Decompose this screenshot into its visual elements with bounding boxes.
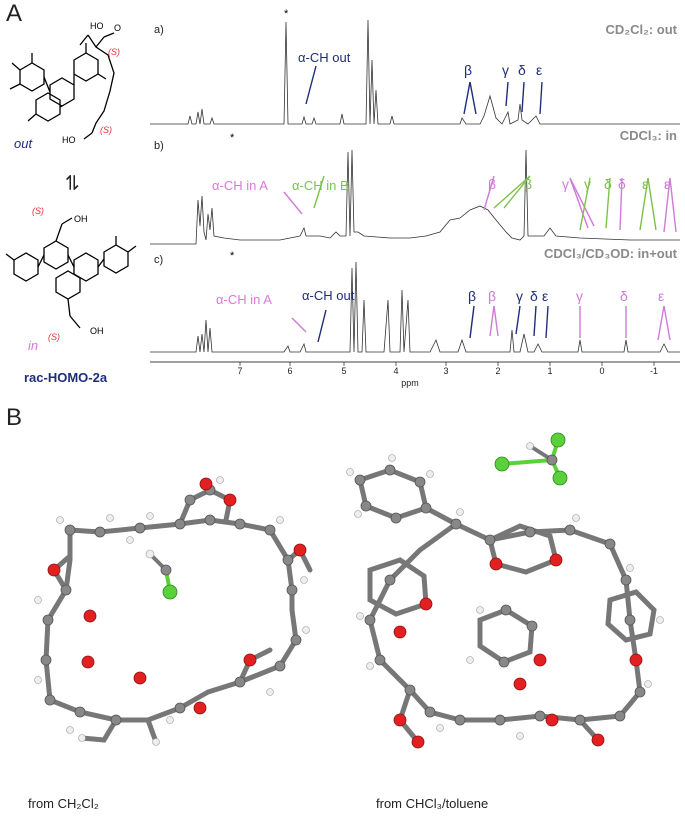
b-alpha-ch-in-a: α-CH in A: [212, 178, 268, 193]
caption-left: from CH₂Cl₂: [28, 796, 99, 811]
equilibrium-arrows: ⇌: [60, 174, 83, 191]
tick-3: 3: [443, 366, 449, 376]
c-gamma-pink: γ: [576, 288, 583, 304]
a-delta: δ: [518, 62, 526, 78]
x-axis-label: ppm: [401, 378, 419, 388]
a-epsilon: ε: [536, 62, 543, 78]
svg-text:O: O: [114, 23, 121, 33]
trace-b: [150, 149, 680, 245]
panel-letter-a: A: [6, 0, 23, 27]
b-delta-green: δ: [604, 176, 612, 192]
b-gamma-green: γ: [584, 176, 591, 192]
trace-a: [150, 19, 680, 125]
tick-1: 1: [547, 366, 553, 376]
compound-label: rac-HOMO-2a: [24, 370, 107, 385]
tick-2: 2: [495, 366, 501, 376]
c-epsilon: ε: [542, 288, 549, 304]
b-alpha-ch-in-b: α-CH in B: [292, 178, 349, 193]
crystal-structure-right: [346, 432, 664, 749]
panel-letter-b: B: [6, 404, 23, 431]
tick-6: 6: [287, 366, 293, 376]
c-delta: δ: [530, 288, 538, 304]
svg-text:(S): (S): [32, 206, 44, 216]
b-beta-pink: β: [488, 176, 497, 192]
c-alpha-ch-out: α-CH out: [302, 288, 355, 303]
svg-text:OH: OH: [74, 214, 88, 224]
a-alpha-ch-out: α-CH out: [298, 50, 351, 65]
solvent-star-b: *: [230, 132, 235, 144]
trace-a-title: CD₂Cl₂: out: [605, 22, 677, 37]
structure-in: (S) OH (S) OH: [5, 206, 137, 342]
a-beta: β: [464, 62, 473, 78]
in-label: in: [28, 338, 39, 353]
tick-5: 5: [341, 366, 347, 376]
trace-b-label: b): [154, 140, 164, 152]
c-gamma: γ: [516, 288, 523, 304]
solvent-star-c: *: [230, 250, 235, 262]
tick-minus-1: -1: [649, 366, 659, 376]
trace-c-label: c): [154, 254, 164, 266]
out-label: out: [14, 136, 33, 151]
b-delta-pink: δ: [618, 176, 626, 192]
solvent-star-a: *: [284, 8, 289, 20]
svg-text:HO: HO: [62, 135, 76, 145]
a-gamma: γ: [502, 62, 509, 78]
caption-right: from CHCl₃/toluene: [376, 796, 489, 811]
structure-out: HO O (S) (S) HO: [9, 21, 121, 145]
svg-text:OH: OH: [90, 326, 104, 336]
tick-0: 0: [599, 366, 605, 376]
tick-7: 7: [237, 366, 243, 376]
b-epsilon-green: ε: [642, 176, 649, 192]
c-alpha-ch-in-a: α-CH in A: [216, 292, 272, 307]
b-epsilon-pink: ε: [664, 176, 671, 192]
compound-name: rac-HOMO-2a: [24, 370, 108, 385]
c-delta-pink: δ: [620, 288, 628, 304]
c-beta-navy: β: [468, 288, 477, 304]
c-epsilon-pink: ε: [658, 288, 665, 304]
trace-a-label: a): [154, 24, 164, 36]
tick-4: 4: [393, 366, 399, 376]
svg-text:HO: HO: [90, 21, 104, 31]
b-beta-green: β: [524, 176, 533, 192]
svg-text:(S): (S): [100, 125, 112, 135]
nmr-spectra: [150, 19, 680, 366]
trace-c-title: CDCl₃/CD₃OD: in+out: [544, 246, 677, 261]
b-gamma-pink: γ: [562, 176, 569, 192]
c-beta-pink: β: [488, 288, 497, 304]
svg-text:(S): (S): [48, 332, 60, 342]
trace-c: [150, 261, 680, 353]
crystal-structure-left: [34, 476, 313, 746]
svg-text:(S): (S): [108, 47, 120, 57]
trace-b-title: CDCl₃: in: [619, 128, 677, 143]
